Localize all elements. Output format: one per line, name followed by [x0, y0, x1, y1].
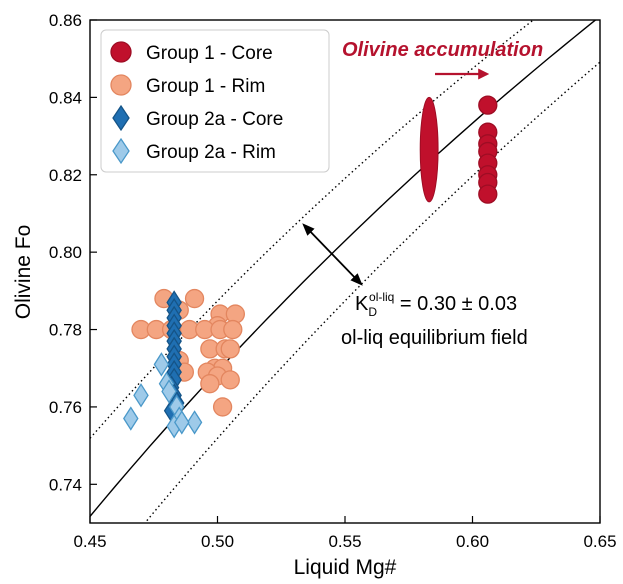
data-point [184, 288, 205, 309]
core-ellipse-layer [419, 96, 439, 203]
kd-label: KDol-liq = 0.30 ± 0.03 [355, 290, 517, 319]
x-tick-label: 0.60 [456, 532, 489, 551]
y-tick-label: 0.74 [49, 475, 82, 494]
data-points [123, 95, 498, 439]
y-tick-label: 0.78 [49, 321, 82, 340]
kd-label-subscript: D [368, 305, 377, 319]
data-point [220, 339, 240, 359]
equilibrium-field-label: ol-liq equilibrium field [341, 327, 528, 349]
legend-label: Group 2a - Core [146, 109, 283, 130]
legend-entry: Group 1 - Rim [110, 74, 265, 97]
y-tick-label: 0.76 [49, 398, 82, 417]
data-point [478, 184, 498, 204]
y-tick-label: 0.86 [49, 11, 82, 30]
data-point [223, 319, 243, 340]
legend: Group 1 - Core Group 1 - Rim Group 2a - Co… [100, 29, 330, 173]
x-tick-label: 0.50 [201, 532, 234, 551]
data-point [478, 95, 498, 115]
equilibrium-line-dotted [144, 61, 600, 523]
y-tick-label: 0.82 [49, 166, 82, 185]
legend-entry: Group 1 - Core [110, 41, 273, 64]
legend-marker [110, 74, 132, 96]
data-point [174, 410, 190, 435]
data-point [186, 410, 203, 435]
accumulation-label: Olivine accumulation [342, 39, 543, 61]
legend-entries: Group 1 - Core Group 1 - Rim Group 2a - Co… [110, 41, 283, 165]
data-point [200, 374, 220, 394]
x-tick-label: 0.55 [328, 532, 361, 551]
x-tick-label: 0.65 [583, 532, 616, 551]
data-point [161, 379, 177, 404]
legend-entry: Group 2a - Rim [112, 137, 276, 165]
legend-label: Group 1 - Core [146, 43, 273, 64]
legend-marker [110, 41, 132, 63]
data-point [220, 370, 240, 390]
kd-label-value: = 0.30 ± 0.03 [394, 293, 517, 315]
y-axis-title: Olivine Fo [12, 225, 35, 320]
legend-box [100, 29, 330, 173]
core-ellipse [419, 96, 439, 203]
legend-label: Group 1 - Rim [146, 76, 265, 97]
accumulation-annotation: Olivine accumulation [342, 39, 543, 80]
data-point [123, 406, 139, 431]
kd-label-base: K [355, 293, 369, 315]
y-tick-label: 0.84 [49, 88, 82, 107]
data-point [153, 352, 170, 377]
legend-marker [112, 104, 130, 132]
kd-label-superscript: ol-liq [369, 290, 394, 304]
equilibrium-field-arrow [302, 223, 363, 286]
data-point [212, 397, 233, 417]
x-axis-title: Liquid Mg# [294, 556, 397, 579]
data-point [133, 383, 149, 408]
x-tick-label: 0.45 [73, 532, 106, 551]
legend-label: Group 2a - Rim [146, 142, 276, 163]
y-tick-label: 0.80 [49, 243, 82, 262]
axis-ticks: 0.45 0.50 0.55 0.60 0.65 0.74 0.76 0.78 0.80 0.82… [49, 11, 617, 551]
legend-entry: Group 2a - Core [112, 104, 283, 132]
legend-marker [112, 137, 130, 165]
